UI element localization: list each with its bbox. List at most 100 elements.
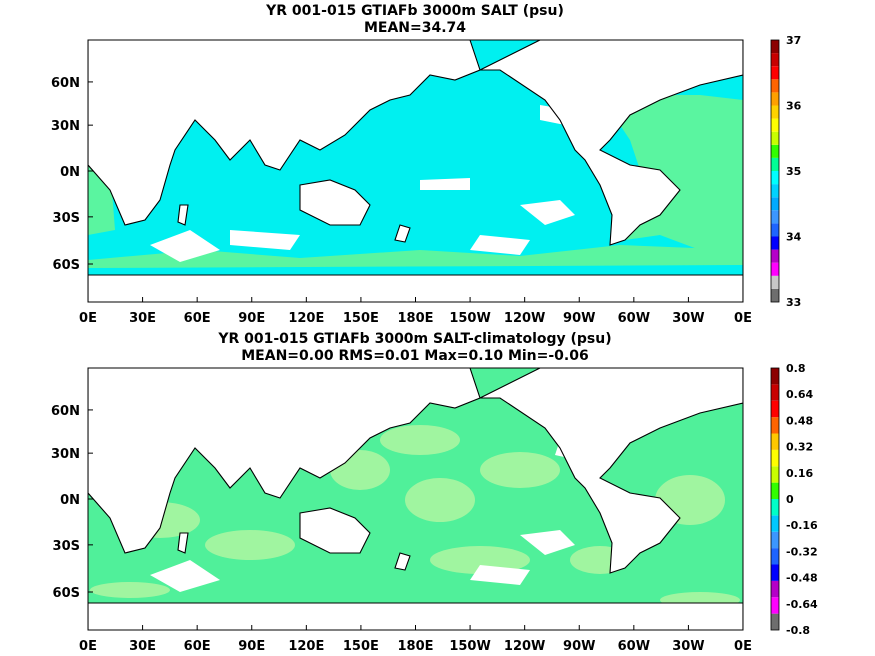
lat-tick-label: 30N xyxy=(51,119,80,134)
lon-tick-label: 60E xyxy=(184,639,211,654)
colorbar-swatch xyxy=(771,564,779,581)
top-ocean-gap xyxy=(520,200,575,225)
lon-tick-label: 30W xyxy=(672,639,704,654)
lon-tick-label: 90W xyxy=(563,639,595,654)
lat-tick-label: 60S xyxy=(53,258,80,273)
colorbar-swatch xyxy=(771,223,779,237)
top-map xyxy=(88,40,743,302)
colorbar-tick-label: 0.16 xyxy=(786,467,813,480)
lon-tick-label: 180E xyxy=(397,639,433,654)
lon-tick-label: 60W xyxy=(618,311,650,326)
colorbar-swatch xyxy=(771,118,779,132)
colorbar-tick-label: -0.16 xyxy=(786,519,818,532)
lon-tick-label: 150E xyxy=(343,311,379,326)
colorbar-swatch xyxy=(771,613,779,630)
bottom-land-americas xyxy=(479,368,743,574)
lat-tick-label: 0N xyxy=(60,493,80,508)
colorbar-tick-label: 0.48 xyxy=(786,414,813,427)
colorbar-frame xyxy=(770,39,780,303)
lon-tick-label: 90W xyxy=(563,311,595,326)
lat-tick-label: 60N xyxy=(51,404,80,419)
colorbar-swatch xyxy=(771,288,779,302)
lon-tick-label: 0E xyxy=(79,311,97,326)
colorbar-swatch xyxy=(771,157,779,171)
top-land-australia xyxy=(299,179,371,226)
colorbar-tick-label: 33 xyxy=(786,296,801,309)
colorbar-swatch xyxy=(771,417,779,434)
colorbar-swatch xyxy=(771,499,779,516)
colorbar-swatch xyxy=(771,433,779,450)
bottom-ocean-gap xyxy=(520,530,575,555)
colorbar-swatch xyxy=(771,92,779,106)
colorbar-tick-label: -0.32 xyxy=(786,545,818,558)
bottom-panel-title: YR 001-015 GTIAFb 3000m SALT-climatology… xyxy=(0,331,830,365)
colorbar-frame xyxy=(770,367,780,631)
colorbar-tick-label: 37 xyxy=(786,34,801,47)
lat-tick-label: 60S xyxy=(53,586,80,601)
colorbar-tick-label: 36 xyxy=(786,100,802,113)
colorbar-swatch xyxy=(771,131,779,145)
lon-tick-label: 90E xyxy=(238,311,265,326)
bottom-land-antarctica xyxy=(88,602,743,630)
top-southern-band xyxy=(88,245,743,268)
lon-tick-label: 60W xyxy=(618,639,650,654)
bottom-title-line2: MEAN=0.00 RMS=0.01 Max=0.10 Min=-0.06 xyxy=(241,348,589,364)
lon-tick-label: 0E xyxy=(734,639,752,654)
lon-tick-label: 30W xyxy=(672,311,704,326)
colorbar-swatch xyxy=(771,53,779,67)
top-ocean-gap xyxy=(150,230,220,262)
colorbar-swatch xyxy=(771,144,779,158)
top-land-madagascar xyxy=(177,204,189,226)
top-land-eurasia-africa xyxy=(88,40,481,226)
bottom-ocean-gap xyxy=(470,565,530,585)
colorbar-swatch xyxy=(771,548,779,565)
lon-tick-label: 150W xyxy=(449,311,490,326)
lon-tick-label: 0E xyxy=(734,311,752,326)
colorbars: 37 36 35 34 33 0.8 0.64 0.48 0.32 0.16 0 -0.16 -0.32… xyxy=(770,34,818,637)
colorbar-swatch xyxy=(771,262,779,276)
lat-tick-label: 30S xyxy=(53,539,80,554)
axes-labels: 60N 30N 0N 30S 60S 0E 30E 60E 90E 120E 150E 180E 150… xyxy=(51,76,752,654)
colorbar-swatch xyxy=(771,449,779,467)
colorbar-swatch xyxy=(771,515,779,532)
top-ocean-gap xyxy=(230,230,300,250)
bottom-land-eurasia-africa xyxy=(88,368,481,554)
colorbar-tick-label: 35 xyxy=(786,165,801,178)
colorbar-swatch xyxy=(771,400,779,418)
colorbar-swatch xyxy=(771,197,779,211)
colorbar-tick-label: 34 xyxy=(786,231,802,244)
colorbar-swatch xyxy=(771,210,779,224)
bottom-title-line1: YR 001-015 GTIAFb 3000m SALT-climatology… xyxy=(218,331,612,347)
colorbar-tick-label: 0.8 xyxy=(786,362,806,375)
lon-tick-label: 180E xyxy=(397,311,433,326)
top-land xyxy=(88,40,743,302)
lon-tick-label: 120W xyxy=(504,311,545,326)
colorbar-tick-label: 0.32 xyxy=(786,441,813,454)
lon-tick-label: 120E xyxy=(288,639,324,654)
lon-tick-label: 90E xyxy=(238,639,265,654)
colorbar-swatch xyxy=(771,66,779,80)
colorbar-swatch xyxy=(771,275,779,289)
bottom-map xyxy=(88,368,743,630)
colorbar-swatch xyxy=(771,171,779,185)
colorbar-swatch xyxy=(771,236,779,250)
top-land-newzealand xyxy=(394,224,411,243)
bottom-land-australia xyxy=(299,507,371,554)
bottom-land xyxy=(88,368,743,630)
lon-tick-label: 120E xyxy=(288,311,324,326)
lat-tick-label: 30S xyxy=(53,211,80,226)
top-title-line1: YR 001-015 GTIAFb 3000m SALT (psu) xyxy=(266,3,564,19)
top-land-americas xyxy=(479,40,743,246)
colorbar-swatch xyxy=(771,40,779,54)
colorbar-swatch xyxy=(771,384,779,401)
top-ocean-gap xyxy=(420,178,470,190)
lon-tick-label: 120W xyxy=(504,639,545,654)
colorbar-swatch xyxy=(771,482,779,499)
lon-tick-label: 30E xyxy=(129,311,156,326)
colorbar-swatch xyxy=(771,368,779,385)
bottom-ocean-gap xyxy=(150,560,220,592)
top-land-antarctica xyxy=(88,274,743,302)
lat-tick-label: 60N xyxy=(51,76,80,91)
top-title-line2: MEAN=34.74 xyxy=(363,20,467,36)
